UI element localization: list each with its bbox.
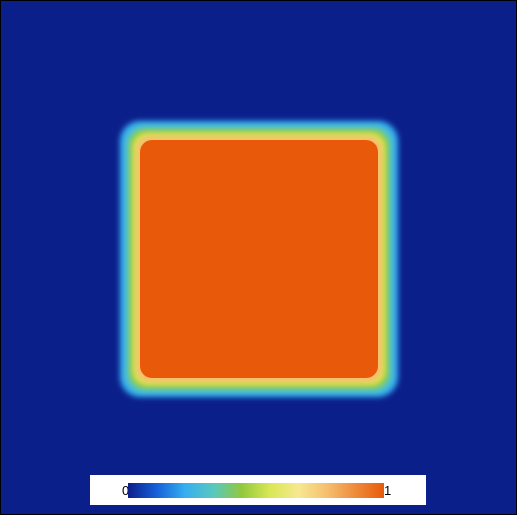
colorbar-gradient xyxy=(128,483,384,498)
colorbar: 0 1 xyxy=(90,475,426,505)
high-value-square xyxy=(140,140,378,378)
colorbar-max-label: 1 xyxy=(384,483,392,498)
colorbar-min-label: 0 xyxy=(122,483,130,498)
